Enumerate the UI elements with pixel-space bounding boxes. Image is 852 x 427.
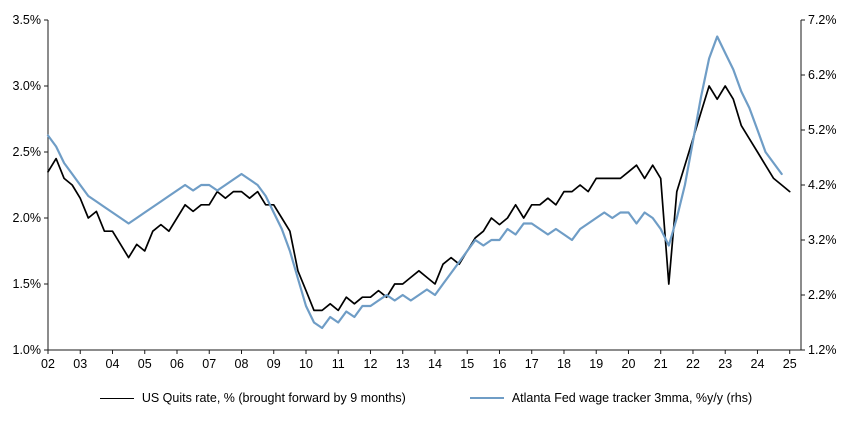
right-axis-tick-label: 4.2% <box>808 178 837 192</box>
right-axis-tick-label: 7.2% <box>808 13 837 27</box>
quits-line-swatch <box>99 397 134 399</box>
x-axis-tick-label: 19 <box>589 357 603 371</box>
left-axis-tick-label: 2.0% <box>13 211 42 225</box>
x-axis-tick-label: 20 <box>622 357 636 371</box>
right-axis-tick-label: 1.2% <box>808 343 837 357</box>
chart-legend: US Quits rate, % (brought forward by 9 m… <box>0 391 852 405</box>
series-line-wage-tracker <box>46 35 783 330</box>
legend-item-quits: US Quits rate, % (brought forward by 9 m… <box>99 391 406 405</box>
left-axis-tick-label: 2.5% <box>13 145 42 159</box>
x-axis-tick-label: 15 <box>460 357 474 371</box>
x-axis-tick-label: 23 <box>718 357 732 371</box>
x-axis-tick-label: 09 <box>267 357 281 371</box>
wage-tracker-legend-label: Atlanta Fed wage tracker 3mma, %y/y (rhs… <box>511 391 753 405</box>
x-axis-tick-label: 24 <box>751 357 765 371</box>
series-line-quits <box>47 85 791 312</box>
x-axis-tick-label: 13 <box>396 357 410 371</box>
quits-legend-label: US Quits rate, % (brought forward by 9 m… <box>141 391 406 405</box>
left-axis-tick-label: 1.0% <box>13 343 42 357</box>
x-axis-tick-label: 05 <box>138 357 152 371</box>
legend-item-wage-tracker: Atlanta Fed wage tracker 3mma, %y/y (rhs… <box>469 391 753 405</box>
x-axis-tick-label: 16 <box>493 357 507 371</box>
x-axis-tick-label: 18 <box>557 357 571 371</box>
right-axis-tick-label: 3.2% <box>808 233 837 247</box>
x-axis-tick-label: 22 <box>686 357 700 371</box>
wage-tracker-line-swatch <box>469 397 504 399</box>
x-axis-tick-label: 12 <box>364 357 378 371</box>
x-axis-tick-label: 11 <box>332 357 345 371</box>
x-axis-tick-label: 02 <box>41 357 55 371</box>
x-axis-tick-label: 21 <box>654 357 668 371</box>
x-axis-tick-label: 08 <box>235 357 249 371</box>
right-axis-tick-label: 6.2% <box>808 68 837 82</box>
right-axis-tick-label: 5.2% <box>808 123 837 137</box>
left-axis-tick-label: 3.0% <box>13 79 42 93</box>
x-axis-tick-label: 03 <box>73 357 87 371</box>
left-axis-tick-label: 3.5% <box>13 13 42 27</box>
x-axis-tick-label: 07 <box>202 357 216 371</box>
left-axis-tick-label: 1.5% <box>13 277 42 291</box>
right-axis-tick-label: 2.2% <box>808 288 837 302</box>
x-axis-tick-label: 17 <box>525 357 539 371</box>
x-axis-tick-label: 04 <box>106 357 120 371</box>
x-axis-tick-label: 25 <box>783 357 797 371</box>
chart-svg: 1.0% 1.5% 2.0% 2.5% 3.0% 3.5% 1.2% 2.2% 3.2% 4.2%… <box>13 13 837 371</box>
x-axis-tick-label: 10 <box>299 357 313 371</box>
x-axis-tick-label: 14 <box>428 357 442 371</box>
x-axis-tick-label: 06 <box>170 357 184 371</box>
